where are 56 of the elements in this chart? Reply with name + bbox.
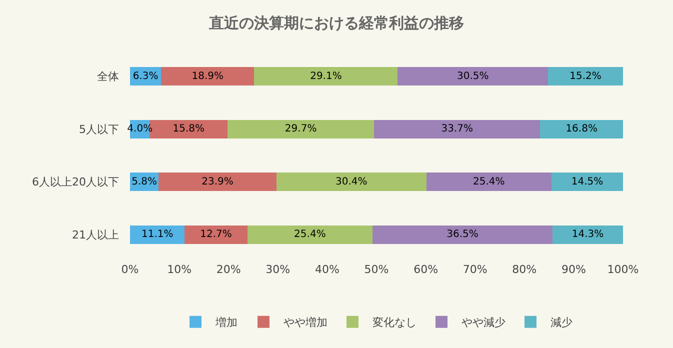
x-tick-label: 50% (364, 263, 389, 276)
data-label: 14.3% (572, 229, 604, 240)
data-label: 25.4% (473, 176, 505, 188)
chart-title: 直近の決算期における経常利益の推移 (208, 14, 464, 32)
legend-label: 増加 (214, 316, 238, 330)
data-label: 5.8% (132, 176, 158, 188)
x-tick-label: 70% (462, 263, 488, 276)
bar (254, 67, 398, 86)
x-tick-label: 100% (607, 263, 639, 276)
data-label: 23.9% (202, 176, 234, 188)
data-label: 14.5% (571, 176, 604, 188)
data-label: 29.1% (310, 70, 342, 82)
bar (552, 225, 623, 244)
data-label: 16.8% (566, 124, 598, 135)
data-label: 11.1% (141, 229, 174, 240)
data-label: 30.4% (335, 176, 368, 188)
legend-label: やや増加 (284, 316, 328, 330)
bar (540, 120, 623, 138)
data-label: 30.5% (456, 70, 489, 82)
data-label: 12.7% (200, 229, 232, 240)
x-tick-label: 0% (121, 263, 139, 276)
bar (228, 120, 374, 138)
data-label: 15.2% (570, 70, 602, 82)
bar (548, 67, 623, 86)
bar (426, 172, 552, 192)
data-label: 15.8% (172, 124, 205, 135)
data-label: 18.9% (192, 70, 224, 82)
bar (161, 67, 254, 86)
bar (398, 67, 548, 86)
y-tick-label: 21人以上 (72, 228, 119, 242)
y-tick-label: 6人以上20人以下 (32, 176, 119, 189)
bar (372, 225, 552, 244)
data-label: 6.3% (132, 70, 158, 82)
x-tick-label: 30% (266, 263, 290, 276)
y-tick-label: 全体 (97, 70, 119, 84)
bar (276, 172, 426, 192)
bar (374, 120, 540, 138)
x-tick-label: 60% (414, 263, 438, 276)
bar (130, 225, 185, 244)
bar (184, 225, 248, 244)
legend-label: 変化なし (372, 316, 416, 330)
bar (247, 225, 373, 244)
bar (158, 172, 276, 192)
x-tick-label: 40% (314, 263, 340, 276)
x-tick-label: 80% (512, 263, 537, 276)
data-label: 33.7% (441, 124, 473, 135)
data-label: 25.4% (294, 229, 326, 240)
x-tick-label: 90% (561, 263, 586, 276)
bar (552, 172, 623, 192)
y-tick-label: 5人以下 (79, 122, 119, 136)
data-label: 29.7% (284, 124, 317, 135)
legend-label: 減少 (550, 316, 572, 330)
data-label: 36.5% (446, 229, 478, 240)
legend-label: やや減少 (462, 316, 506, 330)
x-tick-label: 20% (216, 263, 241, 276)
x-tick-label: 10% (167, 263, 192, 276)
